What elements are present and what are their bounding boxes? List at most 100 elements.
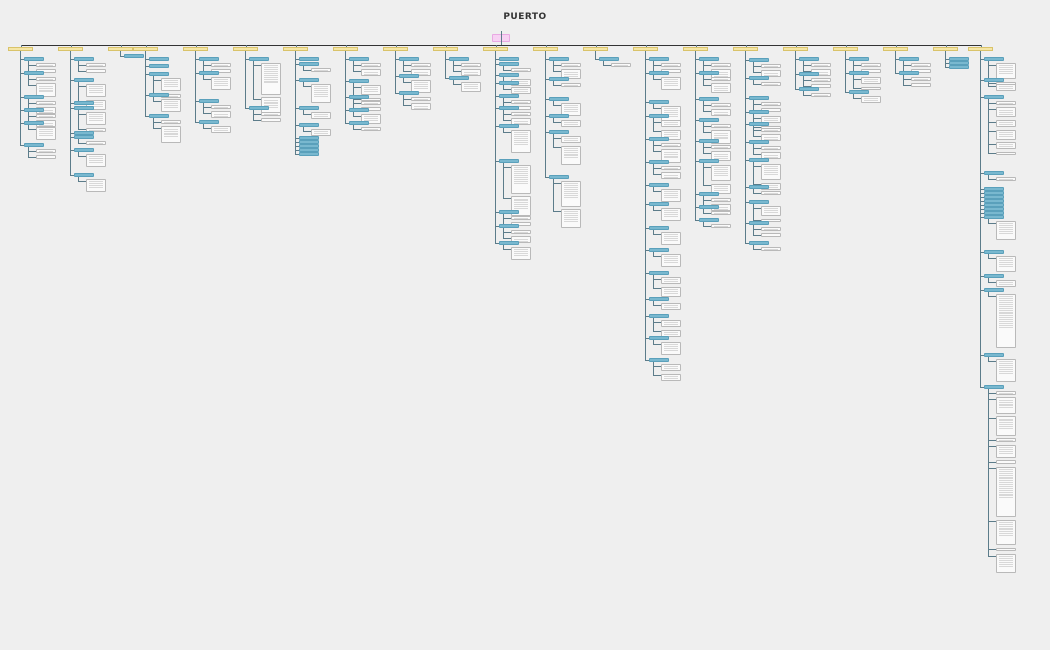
detail-box[interactable] <box>861 86 881 91</box>
detail-box[interactable] <box>911 83 931 88</box>
subtopic-node[interactable] <box>399 91 419 95</box>
subtopic-node[interactable] <box>699 118 719 122</box>
topic-node[interactable] <box>633 47 658 51</box>
detail-box[interactable] <box>761 70 781 78</box>
subtopic-node[interactable] <box>649 297 669 301</box>
detail-box[interactable] <box>361 97 381 102</box>
detail-box[interactable] <box>861 63 881 67</box>
subtopic-node[interactable] <box>984 203 1004 207</box>
detail-box[interactable] <box>996 391 1016 395</box>
detail-box[interactable] <box>561 63 581 67</box>
topic-node[interactable] <box>333 47 358 51</box>
detail-box[interactable] <box>461 63 481 67</box>
subtopic-node[interactable] <box>984 187 1004 191</box>
subtopic-node[interactable] <box>599 57 619 61</box>
detail-box[interactable] <box>996 519 1016 546</box>
detail-box[interactable] <box>761 218 781 223</box>
detail-box[interactable] <box>861 96 881 103</box>
detail-box[interactable] <box>661 63 681 67</box>
subtopic-node[interactable] <box>74 57 94 61</box>
subtopic-node[interactable] <box>449 76 469 80</box>
subtopic-node[interactable] <box>649 57 669 61</box>
subtopic-node[interactable] <box>149 93 169 97</box>
topic-node[interactable] <box>968 47 993 51</box>
subtopic-node[interactable] <box>749 122 769 126</box>
subtopic-node[interactable] <box>499 62 519 66</box>
subtopic-node[interactable] <box>249 106 269 110</box>
detail-box[interactable] <box>161 99 181 113</box>
detail-box[interactable] <box>761 206 781 217</box>
subtopic-node[interactable] <box>649 336 669 340</box>
detail-box[interactable] <box>361 101 381 105</box>
detail-box[interactable] <box>361 69 381 77</box>
topic-node[interactable] <box>483 47 508 51</box>
detail-box[interactable] <box>511 230 531 234</box>
detail-box[interactable] <box>996 554 1016 574</box>
detail-box[interactable] <box>661 120 681 127</box>
subtopic-node[interactable] <box>849 71 869 75</box>
subtopic-node[interactable] <box>399 74 419 78</box>
detail-box[interactable] <box>86 127 106 132</box>
subtopic-node[interactable] <box>899 71 919 75</box>
detail-box[interactable] <box>761 82 781 86</box>
detail-box[interactable] <box>511 112 531 116</box>
subtopic-node[interactable] <box>74 173 94 177</box>
detail-box[interactable] <box>561 181 581 207</box>
subtopic-node[interactable] <box>299 144 319 148</box>
topic-node[interactable] <box>883 47 908 51</box>
subtopic-node[interactable] <box>699 97 719 101</box>
subtopic-node[interactable] <box>74 101 94 105</box>
subtopic-node[interactable] <box>124 54 144 58</box>
subtopic-node[interactable] <box>749 76 769 80</box>
detail-box[interactable] <box>511 68 531 72</box>
detail-box[interactable] <box>611 63 631 67</box>
subtopic-node[interactable] <box>699 139 719 143</box>
subtopic-node[interactable] <box>749 200 769 204</box>
detail-box[interactable] <box>411 103 431 111</box>
detail-box[interactable] <box>361 114 381 125</box>
detail-box[interactable] <box>711 183 731 194</box>
subtopic-node[interactable] <box>949 57 969 61</box>
detail-box[interactable] <box>661 303 681 310</box>
detail-box[interactable] <box>161 78 181 92</box>
subtopic-node[interactable] <box>984 215 1004 219</box>
detail-box[interactable] <box>511 236 531 244</box>
subtopic-node[interactable] <box>649 248 669 252</box>
detail-box[interactable] <box>211 111 231 119</box>
subtopic-node[interactable] <box>549 97 569 101</box>
subtopic-node[interactable] <box>649 183 669 187</box>
subtopic-node[interactable] <box>299 123 319 127</box>
detail-box[interactable] <box>996 416 1016 436</box>
subtopic-node[interactable] <box>984 288 1004 292</box>
subtopic-node[interactable] <box>249 57 269 61</box>
topic-node[interactable] <box>683 47 708 51</box>
detail-box[interactable] <box>761 152 781 160</box>
subtopic-node[interactable] <box>549 114 569 118</box>
detail-box[interactable] <box>761 128 781 132</box>
detail-box[interactable] <box>711 124 731 128</box>
subtopic-node[interactable] <box>499 73 519 77</box>
detail-box[interactable] <box>661 143 681 147</box>
detail-box[interactable] <box>661 342 681 356</box>
detail-box[interactable] <box>361 63 381 67</box>
detail-box[interactable] <box>661 149 681 163</box>
topic-node[interactable] <box>783 47 808 51</box>
subtopic-node[interactable] <box>699 159 719 163</box>
detail-box[interactable] <box>711 165 731 182</box>
detail-box[interactable] <box>561 120 581 127</box>
subtopic-node[interactable] <box>984 95 1004 99</box>
subtopic-node[interactable] <box>24 95 44 99</box>
detail-box[interactable] <box>86 179 106 193</box>
subtopic-node[interactable] <box>199 71 219 75</box>
detail-box[interactable] <box>711 224 731 228</box>
subtopic-node[interactable] <box>499 224 519 228</box>
detail-box[interactable] <box>211 63 231 67</box>
subtopic-node[interactable] <box>984 57 1004 61</box>
subtopic-node[interactable] <box>299 136 319 140</box>
detail-box[interactable] <box>811 93 831 97</box>
subtopic-node[interactable] <box>899 57 919 61</box>
detail-box[interactable] <box>761 146 781 150</box>
detail-box[interactable] <box>411 97 431 101</box>
subtopic-node[interactable] <box>799 72 819 76</box>
